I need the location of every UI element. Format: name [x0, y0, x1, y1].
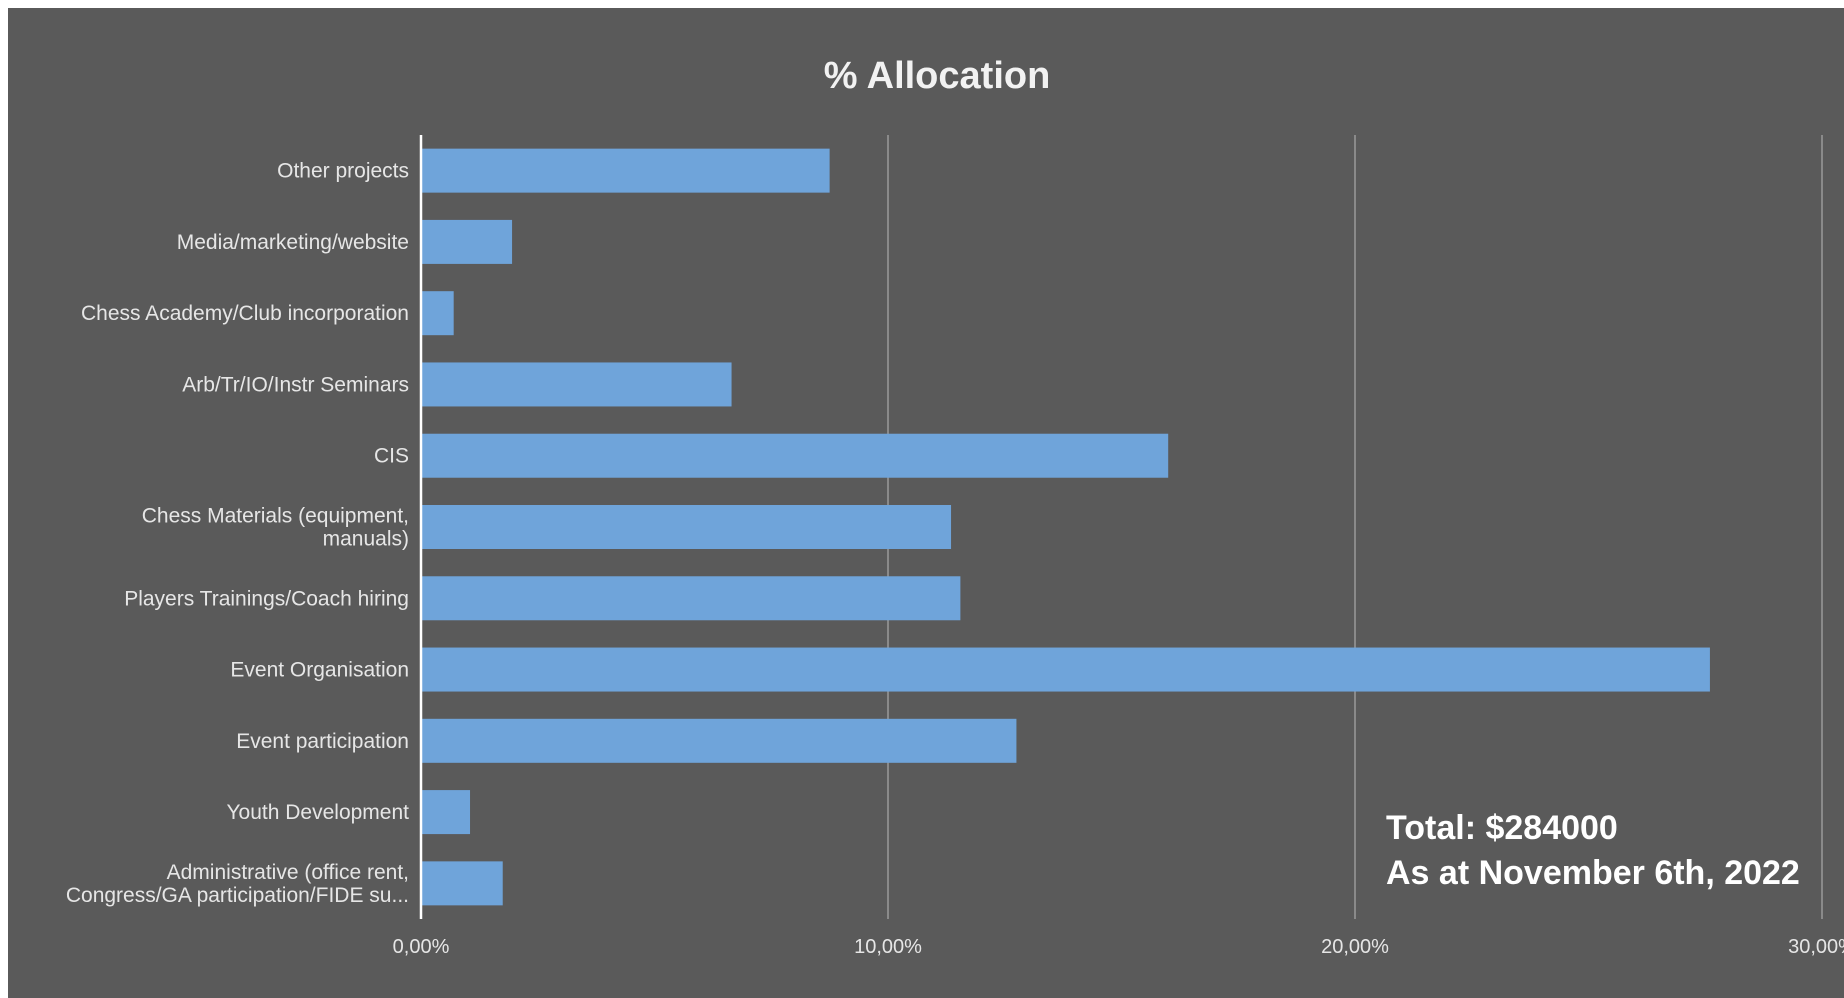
bar	[421, 219, 513, 264]
category-label-line: Event participation	[236, 730, 409, 753]
total-annotation: Total: $284000	[1386, 809, 1618, 847]
category-label: CIS	[374, 445, 409, 468]
category-label: Event Organisation	[230, 659, 409, 682]
gridlines	[887, 135, 1823, 919]
category-label-line: Arb/Tr/IO/Instr Seminars	[182, 373, 409, 396]
bar	[421, 647, 1710, 692]
chart-panel: % Allocation Other projects Media/marketi…	[8, 8, 1844, 998]
category-label: Chess Materials (equipment, manuals)	[142, 505, 409, 551]
bar	[421, 148, 830, 193]
category-label-line: Players Trainings/Coach hiring	[124, 587, 409, 610]
category-label-line: Congress/GA participation/FIDE su...	[66, 884, 409, 907]
x-tick-label: 30,00%	[1788, 936, 1844, 958]
category-label: Chess Academy/Club incorporation	[81, 302, 409, 325]
bar	[421, 505, 952, 549]
date-annotation: As at November 6th, 2022	[1386, 854, 1800, 892]
bar	[421, 362, 732, 407]
bar	[421, 433, 1169, 478]
category-label-line: CIS	[374, 445, 409, 468]
bar	[421, 790, 471, 835]
category-label: Players Trainings/Coach hiring	[124, 587, 409, 610]
category-label-line: manuals)	[323, 528, 409, 551]
category-label-line: Event Organisation	[230, 659, 409, 682]
x-tick-label: 10,00%	[854, 936, 922, 958]
category-label-line: Media/marketing/website	[177, 231, 409, 254]
bar	[421, 291, 454, 336]
x-tick-label: 0,00%	[393, 936, 450, 958]
category-label-line: Chess Academy/Club incorporation	[81, 302, 409, 325]
x-tick-label: 20,00%	[1321, 936, 1389, 958]
bars	[421, 148, 1710, 906]
bar	[421, 576, 961, 621]
category-label-line: Administrative (office rent,	[167, 861, 409, 884]
x-tick-labels: 0,00% 10,00% 20,00% 30,00%	[393, 936, 1844, 958]
category-label-line: Other projects	[277, 160, 409, 183]
category-label: Media/marketing/website	[177, 231, 409, 254]
category-label: Administrative (office rent, Congress/GA …	[66, 861, 409, 907]
category-label: Other projects	[277, 160, 409, 183]
bar	[421, 861, 503, 906]
category-label: Arb/Tr/IO/Instr Seminars	[182, 373, 409, 396]
category-label: Youth Development	[226, 801, 409, 824]
category-labels: Other projects Media/marketing/website Che…	[66, 160, 409, 907]
chart-title: % Allocation	[824, 55, 1051, 97]
category-label-line: Chess Materials (equipment,	[142, 505, 409, 528]
bar-chart: % Allocation Other projects Media/marketi…	[66, 55, 1844, 958]
bar	[421, 718, 1017, 763]
category-label-line: Youth Development	[226, 801, 409, 824]
category-label: Event participation	[236, 730, 409, 753]
